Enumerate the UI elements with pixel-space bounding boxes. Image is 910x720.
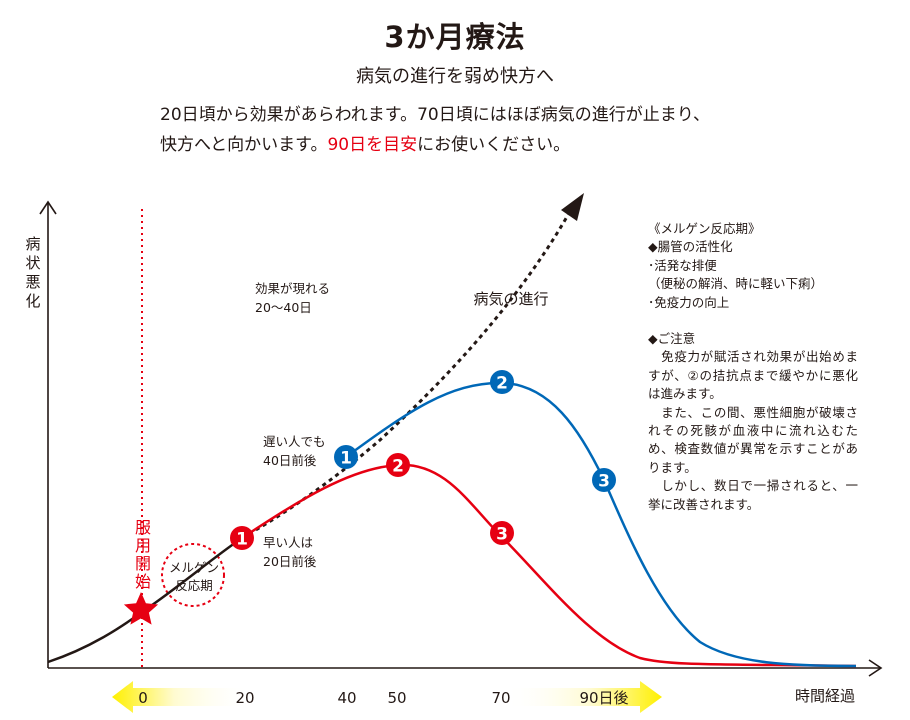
effect-label-2: 20〜40日 (255, 300, 312, 315)
marker-blue-2-label: 2 (496, 374, 508, 394)
notes-item-1: ･活発な排便 (648, 257, 717, 273)
notes-item-heading: ◆腸管の活性化 (648, 239, 733, 255)
reaction-label-2: 反応期 (175, 578, 213, 593)
marker-blue-3 (592, 468, 616, 492)
page-subtitle: 病気の進行を弱め快方へ (356, 66, 554, 87)
marker-red-1 (230, 526, 254, 550)
intro-line-2-before: 快方へと向かいます。 (160, 135, 328, 155)
intro-text: 20日頃から効果があらわれます。70日頃にはほぼ病気の進行が止まり、 快方へと向… (160, 100, 880, 160)
effect-label-1: 効果が現れる (255, 281, 330, 296)
y-axis-label-4: 化 (25, 292, 40, 310)
timeline-label-0: 0 (138, 689, 148, 707)
y-axis-label-3: 悪 (25, 273, 40, 291)
y-axis-label-2: 状 (25, 254, 40, 272)
start-label-2: 用 (135, 536, 151, 555)
start-label-4: 始 (135, 572, 151, 591)
marker-blue-1 (334, 445, 358, 469)
timeline-label-90: 90日後 (579, 689, 628, 707)
notes-item-3: ･免疫力の向上 (648, 294, 730, 310)
fast-response-curve (241, 463, 857, 668)
start-label-1: 服 (135, 518, 151, 537)
marker-red-3 (490, 521, 514, 545)
notes-caution-heading: ◆ご注意 (648, 331, 696, 347)
start-label-3: 開 (135, 554, 151, 573)
intro-highlight: 90日を目安 (327, 135, 418, 155)
slow-label-1: 遅い人でも (263, 434, 326, 449)
intro-line-2: 快方へと向かいます。90日を目安にお使いください。 (160, 130, 880, 160)
x-axis-label: 時間経過 (795, 687, 855, 705)
timeline-label-40: 40 (337, 689, 356, 707)
marker-red-2 (386, 453, 410, 477)
fast-label-1: 早い人は (263, 535, 313, 550)
notes-caution-para-3: しかし、数日で一掃されると、一挙に改善されます。 (648, 478, 858, 512)
start-star-icon (123, 592, 159, 625)
disease-progress-label: 病気の進行 (473, 290, 548, 308)
disease-progress-line (241, 207, 574, 540)
marker-red-3-label: 3 (496, 525, 508, 545)
fast-label-2: 20日前後 (263, 554, 317, 569)
y-axis-label-1: 病 (25, 235, 40, 253)
timeline-arrow-left (112, 681, 250, 713)
timeline-label-20: 20 (235, 689, 254, 707)
disease-progress-arrowhead (561, 193, 584, 221)
side-notes: 《メルゲン反応期》 ◆腸管の活性化 ･活発な排便 （便秘の解消、時に軽い下痢） … (648, 220, 858, 514)
intro-line-1: 20日頃から効果があらわれます。70日頃にはほぼ病気の進行が止まり、 (160, 105, 711, 125)
x-axis-arrowhead (868, 659, 883, 677)
timeline-label-70: 70 (491, 689, 510, 707)
marker-blue-2 (490, 370, 514, 394)
marker-red-2-label: 2 (392, 457, 404, 477)
notes-item-2: （便秘の解消、時に軽い下痢） (648, 276, 824, 292)
timeline-arrow-right (505, 681, 662, 713)
intro-line-2-after: にお使いください。 (417, 135, 571, 155)
notes-title: 《メルゲン反応期》 (648, 221, 761, 236)
marker-blue-1-label: 1 (340, 449, 352, 469)
page-title: 3か月療法 (384, 20, 526, 54)
slow-label-2: 40日前後 (263, 453, 317, 468)
y-axis-arrowhead (39, 200, 57, 215)
notes-caution-para-2: また、この間、悪性細胞が破壊されその死骸が血液中に流れ込むため、検査数値が異常を… (648, 404, 858, 475)
marker-red-1-label: 1 (236, 530, 248, 550)
timeline-label-50: 50 (387, 689, 406, 707)
marker-blue-3-label: 3 (598, 472, 610, 492)
notes-caution-para-1: 免疫力が賦活され効果が出始めますが、②の拮抗点まで緩やかに悪化は進みます。 (648, 349, 858, 402)
slow-response-curve (345, 381, 857, 668)
